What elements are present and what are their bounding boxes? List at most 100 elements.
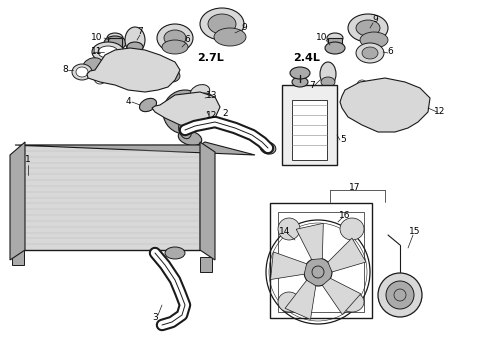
Ellipse shape: [159, 69, 171, 81]
Ellipse shape: [290, 67, 310, 79]
Bar: [108, 38, 122, 48]
Polygon shape: [270, 252, 307, 279]
Ellipse shape: [120, 53, 140, 67]
Ellipse shape: [362, 47, 378, 59]
Circle shape: [173, 100, 197, 124]
Ellipse shape: [144, 60, 156, 72]
Ellipse shape: [165, 247, 185, 259]
Ellipse shape: [140, 98, 156, 112]
Text: 12: 12: [434, 108, 446, 117]
Ellipse shape: [357, 80, 367, 90]
Text: 14: 14: [279, 228, 291, 237]
Text: 2.4L: 2.4L: [294, 53, 320, 63]
Text: 12: 12: [206, 111, 218, 120]
Ellipse shape: [403, 90, 413, 100]
Ellipse shape: [94, 72, 106, 84]
Circle shape: [304, 258, 332, 286]
Ellipse shape: [157, 24, 193, 52]
Text: 6: 6: [184, 36, 190, 45]
Circle shape: [379, 96, 401, 118]
Ellipse shape: [160, 68, 180, 82]
Text: 1: 1: [25, 156, 31, 165]
Ellipse shape: [92, 42, 124, 62]
Bar: [282, 85, 337, 165]
Polygon shape: [296, 223, 323, 260]
Bar: [278, 212, 364, 312]
Bar: [270, 203, 372, 318]
Ellipse shape: [340, 218, 364, 240]
Text: 6: 6: [387, 48, 393, 57]
Text: 15: 15: [409, 228, 421, 237]
Ellipse shape: [214, 28, 246, 46]
Ellipse shape: [197, 93, 213, 103]
Ellipse shape: [347, 90, 357, 100]
Ellipse shape: [162, 40, 188, 54]
Circle shape: [163, 90, 207, 134]
Circle shape: [180, 107, 190, 117]
Text: 10: 10: [91, 33, 103, 42]
Text: 10: 10: [316, 33, 328, 42]
Circle shape: [386, 281, 414, 309]
Polygon shape: [340, 78, 430, 132]
Ellipse shape: [104, 36, 126, 50]
Text: 5: 5: [340, 135, 346, 144]
Ellipse shape: [190, 85, 210, 99]
Circle shape: [370, 87, 410, 127]
Ellipse shape: [327, 33, 343, 43]
Ellipse shape: [125, 27, 145, 53]
Ellipse shape: [278, 292, 300, 312]
Polygon shape: [10, 142, 25, 260]
Text: 13: 13: [206, 90, 218, 99]
Circle shape: [312, 266, 324, 278]
Ellipse shape: [109, 62, 121, 74]
Ellipse shape: [164, 30, 186, 46]
Ellipse shape: [340, 292, 364, 312]
Text: 2: 2: [222, 109, 228, 118]
Ellipse shape: [356, 20, 380, 36]
Ellipse shape: [260, 142, 276, 154]
Text: 4: 4: [125, 98, 131, 107]
Ellipse shape: [178, 131, 202, 145]
Polygon shape: [285, 280, 316, 319]
Circle shape: [394, 289, 406, 301]
Ellipse shape: [178, 121, 192, 139]
Text: 3: 3: [152, 314, 158, 323]
Ellipse shape: [83, 58, 103, 72]
Ellipse shape: [348, 14, 388, 42]
Ellipse shape: [208, 14, 236, 34]
Text: 11: 11: [91, 48, 103, 57]
Polygon shape: [15, 142, 255, 155]
Text: 8: 8: [62, 66, 68, 75]
Ellipse shape: [321, 77, 335, 87]
Polygon shape: [152, 92, 220, 127]
Polygon shape: [328, 238, 366, 272]
Text: 7: 7: [309, 81, 315, 90]
Ellipse shape: [200, 8, 244, 40]
Text: 2.7L: 2.7L: [196, 53, 223, 63]
Polygon shape: [322, 278, 361, 315]
Ellipse shape: [107, 33, 123, 43]
Bar: [20, 145, 200, 250]
Polygon shape: [200, 142, 215, 260]
Ellipse shape: [325, 42, 345, 54]
Bar: [292, 100, 327, 160]
Text: 9: 9: [372, 15, 378, 24]
Ellipse shape: [292, 77, 308, 87]
Ellipse shape: [76, 67, 88, 77]
Text: 7: 7: [137, 27, 143, 36]
Ellipse shape: [278, 218, 300, 240]
Text: 17: 17: [349, 184, 361, 193]
Ellipse shape: [72, 64, 92, 80]
Polygon shape: [87, 48, 180, 92]
Ellipse shape: [360, 32, 388, 48]
Text: 16: 16: [339, 211, 351, 220]
Bar: [12, 247, 24, 265]
Ellipse shape: [320, 62, 336, 86]
Bar: [200, 257, 212, 272]
Circle shape: [378, 273, 422, 317]
Ellipse shape: [127, 42, 143, 52]
Text: 9: 9: [241, 23, 247, 32]
Ellipse shape: [413, 103, 423, 113]
Ellipse shape: [356, 43, 384, 63]
Bar: [328, 38, 342, 48]
